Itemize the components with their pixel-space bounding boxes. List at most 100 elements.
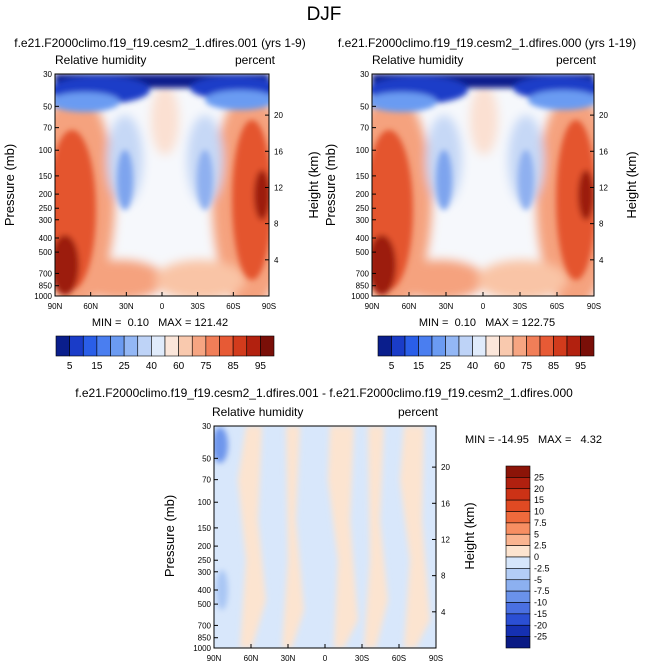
panel-1-xtick-label: 60N <box>83 302 98 311</box>
panel-2-colorbar-swatch <box>418 335 433 357</box>
panel-2-colorbar-swatch <box>566 335 581 357</box>
panel-2-colorbar-swatch <box>404 335 419 357</box>
panel-3-units-label: percent <box>398 405 439 419</box>
panel-2-ylabel: Pressure (mb) <box>323 144 338 226</box>
panel-1-ytick-label: 200 <box>39 190 53 199</box>
panel-2-colorbar-swatch <box>499 335 514 357</box>
panel-1-colorbar-swatch <box>82 335 98 357</box>
panel-1-ytick-label: 700 <box>39 269 53 278</box>
panel-1-ylabel-right: Height (km) <box>306 151 321 218</box>
panel-1-colorbar-swatch <box>96 335 111 357</box>
panel-3-ytick-label: 1000 <box>193 644 211 653</box>
panel-1-height-tick-label: 8 <box>274 220 279 229</box>
panel-3-height-tick-label: 20 <box>441 463 450 472</box>
panel-1-colorbar-swatch <box>137 335 152 357</box>
panel-2-colorbar-swatch <box>431 335 446 357</box>
panel-3-title: f.e21.F2000climo.f19_f19.cesm2_1.dfires.… <box>75 386 573 400</box>
panel-3-colorbar-swatch <box>505 499 531 512</box>
panel-1-colorbar-swatch <box>110 335 125 357</box>
panel-3-colorbar-swatch <box>505 579 531 592</box>
panel-2-title: f.e21.F2000climo.f19_f19.cesm2_1.dfires.… <box>338 36 636 50</box>
panel-3-xtick-label: 60N <box>244 654 259 663</box>
panel-1-ytick-label: 50 <box>43 102 52 111</box>
panel-2-colorbar-swatch <box>377 335 392 357</box>
panel-1-ytick-label: 30 <box>43 70 52 79</box>
panel-1-colorbar-swatch <box>69 335 84 357</box>
panel-1-colorbar-label: 25 <box>119 361 131 372</box>
panel-3-contours <box>214 426 436 648</box>
panel-3-ylabel: Pressure (mb) <box>162 495 177 577</box>
panel-1-colorbar-label: 85 <box>228 361 240 372</box>
panel-2-ytick-label: 700 <box>356 269 370 278</box>
panel-2-ytick-label: 1000 <box>351 292 369 301</box>
panel-3-ytick-label: 200 <box>198 542 212 551</box>
panel-2-colorbar-label: 95 <box>575 361 587 372</box>
panel-3-stats: MIN = -14.95 MAX = 4.32 <box>465 434 602 446</box>
panel-2-colorbar-swatch <box>445 335 460 357</box>
panel-3-colorbar-label: -7.5 <box>534 586 550 596</box>
panel-2-ylabel-right: Height (km) <box>624 151 639 218</box>
panel-1-colorbar-label: 40 <box>146 361 158 372</box>
panel-1-stats: MIN = 0.10 MAX = 121.42 <box>92 317 228 329</box>
panel-3-colorbar-swatch <box>505 465 531 478</box>
panel-2-ytick-label: 50 <box>360 102 369 111</box>
panel-1-xtick-label: 30S <box>191 302 205 311</box>
panel-3-ytick-label: 70 <box>202 476 211 485</box>
panel-3-colorbar-swatch <box>505 590 531 603</box>
panel-1-ytick-label: 150 <box>39 172 53 181</box>
panel-3-ytick-label: 300 <box>198 568 212 577</box>
panel-1-ytick-label: 850 <box>39 282 53 291</box>
panel-3-ytick-label: 50 <box>202 454 211 463</box>
panel-2-height-tick-label: 16 <box>599 147 608 156</box>
panel-2-ytick-label: 850 <box>356 282 370 291</box>
panel-3-height-tick-label: 12 <box>441 535 450 544</box>
panel-2-xtick-label: 60S <box>550 302 564 311</box>
panel-3-colorbar-label: -15 <box>534 609 547 619</box>
panel-2-xtick-label: 30S <box>513 302 527 311</box>
panel-1-units-label: percent <box>235 53 276 67</box>
panel-2-colorbar-swatch <box>526 335 541 357</box>
panel-2-ytick-label: 300 <box>356 216 370 225</box>
panel-2-height-tick-label: 4 <box>599 256 604 265</box>
panel-1-ytick-label: 500 <box>39 248 53 257</box>
panel-2-colorbar-label: 15 <box>413 361 425 372</box>
panel-2-xtick-label: 30N <box>439 302 454 311</box>
panel-1-ylabel: Pressure (mb) <box>2 144 17 226</box>
panel-1-colorbar-label: 95 <box>255 361 267 372</box>
panel-3-colorbar-label: 2.5 <box>534 541 547 551</box>
panel-3-colorbar-label: -2.5 <box>534 563 550 573</box>
panel-3-colorbar-swatch <box>505 556 531 569</box>
panel-1-colorbar-swatch <box>219 335 234 357</box>
panel-3-ytick-label: 30 <box>202 422 211 431</box>
panel-2-colorbar-label: 85 <box>548 361 560 372</box>
panel-1-colorbar-swatch <box>178 335 193 357</box>
panel-2-colorbar-swatch <box>391 335 406 357</box>
panel-1-xtick-label: 90N <box>48 302 63 311</box>
panel-1-height-tick-label: 16 <box>274 147 283 156</box>
panel-3-colorbar-label: 0 <box>534 552 539 562</box>
panel-3-colorbar-label: -20 <box>534 620 547 630</box>
panel-1-colorbar-swatch <box>246 335 261 357</box>
panel-2-contours <box>372 74 594 296</box>
panel-3-xtick-label: 30S <box>355 654 369 663</box>
panel-2-ytick-label: 400 <box>356 234 370 243</box>
panel-1-title: f.e21.F2000climo.f19_f19.cesm2_1.dfires.… <box>14 36 305 50</box>
panel-1-colorbar-swatch <box>151 335 166 357</box>
panel-3-xtick-label: 90S <box>429 654 443 663</box>
panel-2-colorbar-label: 5 <box>389 361 395 372</box>
panel-2: f.e21.F2000climo.f19_f19.cesm2_1.dfires.… <box>323 36 639 372</box>
panel-3-colorbar-label: 15 <box>534 495 544 505</box>
panel-1-ytick-label: 100 <box>39 146 53 155</box>
panel-2-colorbar-swatch <box>512 335 527 357</box>
panel-1-colorbar-swatch <box>205 335 220 357</box>
panel-3-colorbar-label: -10 <box>534 598 547 608</box>
panel-2-colorbar-swatch <box>553 335 568 357</box>
panel-1-ytick-label: 1000 <box>34 292 52 301</box>
panel-2-colorbar-swatch <box>580 335 595 357</box>
panel-3-colorbar-swatch <box>505 636 531 649</box>
panel-2-ytick-label: 500 <box>356 248 370 257</box>
panel-1-ytick-label: 300 <box>39 216 53 225</box>
page-title: DJF <box>307 4 342 25</box>
panel-1-colorbar: 5 15 25 40 60 75 85 95 <box>55 335 275 372</box>
panel-1-colorbar-swatch <box>232 335 248 357</box>
